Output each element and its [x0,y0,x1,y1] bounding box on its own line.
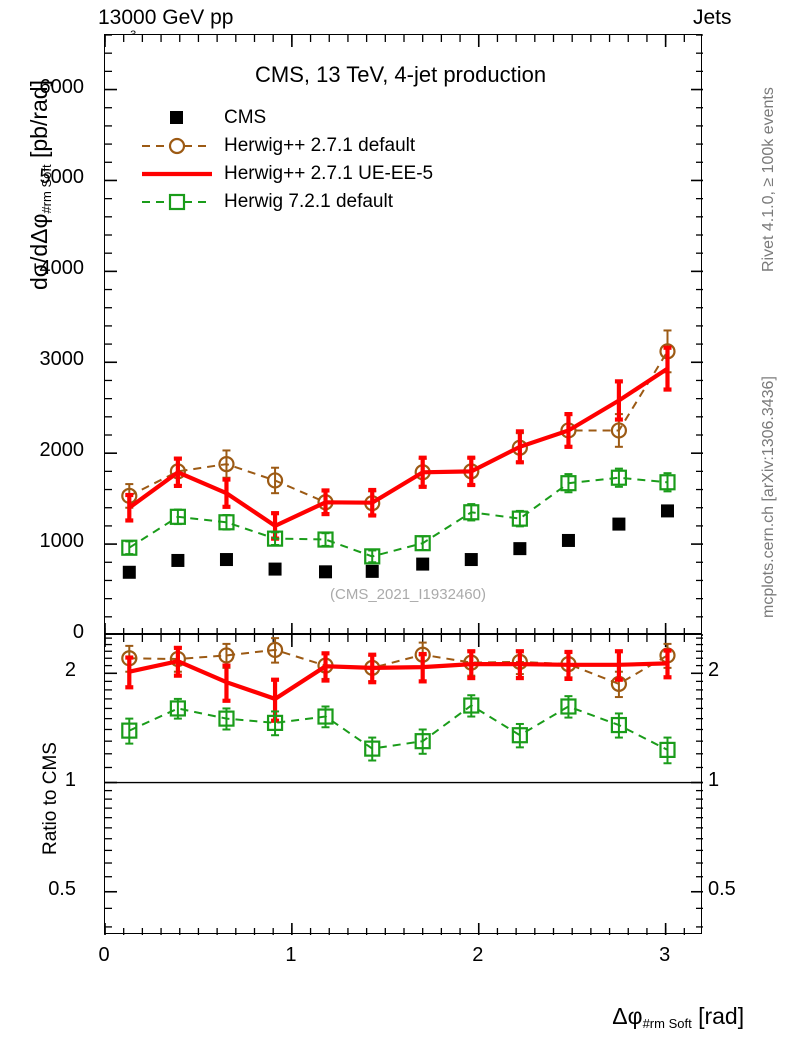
main-plot-canvas [104,34,703,636]
data-marker-open-square [511,510,528,527]
data-marker-open-circle [218,647,235,664]
legend-key-glyph-none [142,171,212,177]
data-marker-open-square [121,722,138,739]
series-line-herwig-2-7-1-ue-ee-5 [128,366,669,529]
y-tick-label-ratio-right-2: 2 [708,659,720,682]
data-marker-filled-square [513,542,527,556]
data-marker-filled-square [561,533,575,547]
data-marker-filled-square [365,564,379,578]
series-line-herwig-2-7-1-ue-ee-5 [128,659,668,702]
y-tick-label-main-5000: 5000 [39,166,85,189]
y-tick-label-main-2000: 2000 [39,439,85,462]
data-marker-open-square [659,474,676,491]
y-tick-label-main-0: 0 [72,621,84,643]
legend-label: Herwig++ 2.7.1 default [224,135,416,156]
legend-key-glyph-open-circle [142,137,212,155]
data-marker-open-square [266,530,284,547]
ratio-axis-title: Ratio to CMS [40,742,61,855]
x-axis-title: Δφ#rm Soft [rad] [612,1003,745,1031]
y-tick-label-main-6000: 6000 [39,75,85,98]
data-marker-open-circle [266,472,284,489]
data-marker-open-square [414,535,431,552]
data-marker-filled-square [464,553,478,567]
y-tick-label-main-1000: 1000 [39,530,85,553]
category-label: Jets [693,6,732,29]
legend-key-glyph-filled-square [170,111,183,124]
data-marker-open-circle [266,641,284,658]
legend-item-herwig-7-2-1-default[interactable]: Herwig 7.2.1 default [140,188,433,216]
series-line-herwig-7-2-1-default [128,704,668,751]
data-marker-open-square [169,700,186,717]
plot-root: ×103 13000 GeV pp Jets CMS, 13 TeV, 4-je… [26,6,777,1031]
main-plot-panel [104,34,703,636]
y-tick-label-main-4000: 4000 [39,257,85,280]
data-marker-filled-square [219,553,233,567]
legend-marker-open-square [168,193,186,211]
y-tick-label-ratio-2: 2 [64,659,76,682]
data-marker-open-square [266,714,284,731]
legend-key-1 [140,136,214,156]
series-line-herwig-7-2-1-default [128,476,668,558]
x-tick-label-2: 2 [472,944,484,966]
legend: CMS Herwig++ 2.7.1 default Herwig++ 2.7.1 … [140,104,433,216]
data-marker-open-square [218,710,235,727]
data-marker-filled-square [660,504,674,518]
legend-key-0 [140,108,214,128]
plot-title: CMS, 13 TeV, 4-jet production [255,62,547,87]
data-marker-filled-square [122,565,136,579]
data-marker-open-square [560,475,577,492]
y-tick-label-ratio-1: 1 [64,768,76,791]
legend-item-herwig-2-7-1-default[interactable]: Herwig++ 2.7.1 default [140,132,433,160]
legend-label: Herwig++ 2.7.1 UE-EE-5 [224,163,434,184]
data-marker-open-square [610,469,628,486]
data-marker-filled-square [171,553,185,567]
legend-item-herwig-2-7-1-ue-ee-5[interactable]: Herwig++ 2.7.1 UE-EE-5 [140,160,433,188]
data-marker-open-circle [610,422,628,439]
x-tick-label-3: 3 [659,944,671,966]
data-marker-open-circle [218,455,235,473]
data-marker-open-square [610,716,628,734]
data-marker-open-square [659,741,676,758]
data-marker-open-square [364,740,381,757]
data-marker-filled-square [319,565,333,579]
legend-item-cms[interactable]: CMS [140,104,433,132]
legend-label: CMS [224,107,267,128]
ratio-plot-canvas [104,635,703,935]
x-tick-label-1: 1 [285,944,297,966]
analysis-watermark: (CMS_2021_I1932460) [330,586,486,603]
data-marker-open-square [511,727,528,744]
data-marker-open-square [560,698,577,715]
data-marker-filled-square [268,562,282,576]
y-tick-label-ratio-right-0.5: 0.5 [708,877,736,900]
data-marker-open-square [463,697,480,714]
x-tick-label-0: 0 [98,944,110,966]
data-marker-filled-square [416,557,430,571]
legend-key-3 [140,192,214,212]
legend-marker-filled-square [170,111,183,124]
data-marker-open-square [463,504,480,521]
legend-label: Herwig 7.2.1 default [224,191,393,212]
data-marker-filled-square [612,517,626,531]
legend-key-glyph-open-square [142,193,212,211]
data-marker-open-square [218,514,235,531]
data-marker-open-square [317,708,334,725]
legend-key-2 [140,164,214,184]
ratio-plot-panel [104,634,703,935]
data-marker-open-square [364,548,381,565]
rivet-version-label: Rivet 4.1.0, ≥ 100k events [760,87,777,272]
legend-marker-open-circle [168,137,186,155]
beam-label: 13000 GeV pp [98,6,234,29]
data-marker-open-square [121,539,138,556]
y-tick-label-main-3000: 3000 [39,348,85,371]
y-tick-label-ratio-0.5: 0.5 [48,877,76,900]
data-marker-open-square [169,508,186,525]
data-marker-open-square [317,531,334,548]
data-marker-open-square [414,733,431,750]
mcplots-reference-label: mcplots.cern.ch [arXiv:1306.3436] [760,376,777,618]
y-tick-label-ratio-right-1: 1 [708,768,720,791]
